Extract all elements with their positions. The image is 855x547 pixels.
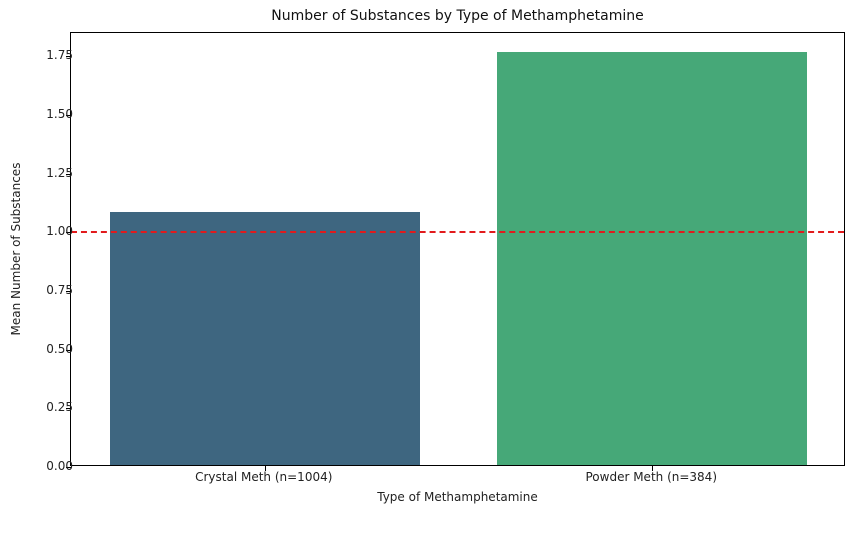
- y-tick-label: 0.75: [46, 283, 73, 298]
- y-tick-label: 1.25: [46, 165, 73, 180]
- reference-line: [71, 231, 844, 234]
- y-tick: [66, 115, 71, 117]
- y-tick-label: 0.50: [46, 341, 73, 356]
- y-tick: [66, 349, 71, 351]
- y-tick: [66, 291, 71, 293]
- y-tick-label: 1.75: [46, 48, 73, 63]
- chart-title: Number of Substances by Type of Methamph…: [271, 8, 644, 24]
- x-tick: [652, 466, 654, 471]
- y-tick-label: 0.00: [46, 459, 73, 473]
- y-tick: [66, 232, 71, 234]
- x-axis-title: Type of Methamphetamine: [377, 490, 538, 504]
- y-tick: [66, 467, 71, 468]
- bar-1: [497, 52, 808, 465]
- plot-area: [66, 32, 845, 471]
- y-tick: [66, 408, 71, 410]
- y-axis-title: Mean Number of Substances: [9, 162, 23, 336]
- y-tick-label: 1.00: [46, 224, 73, 239]
- y-tick-label: 0.25: [46, 400, 73, 415]
- y-tick-label: 1.50: [46, 107, 73, 122]
- x-tick-label: Powder Meth (n=384): [585, 470, 718, 484]
- y-tick: [66, 56, 71, 58]
- x-tick-label: Crystal Meth (n=1004): [195, 470, 333, 484]
- bar-0: [109, 211, 420, 465]
- y-tick: [66, 173, 71, 175]
- x-tick: [264, 466, 266, 471]
